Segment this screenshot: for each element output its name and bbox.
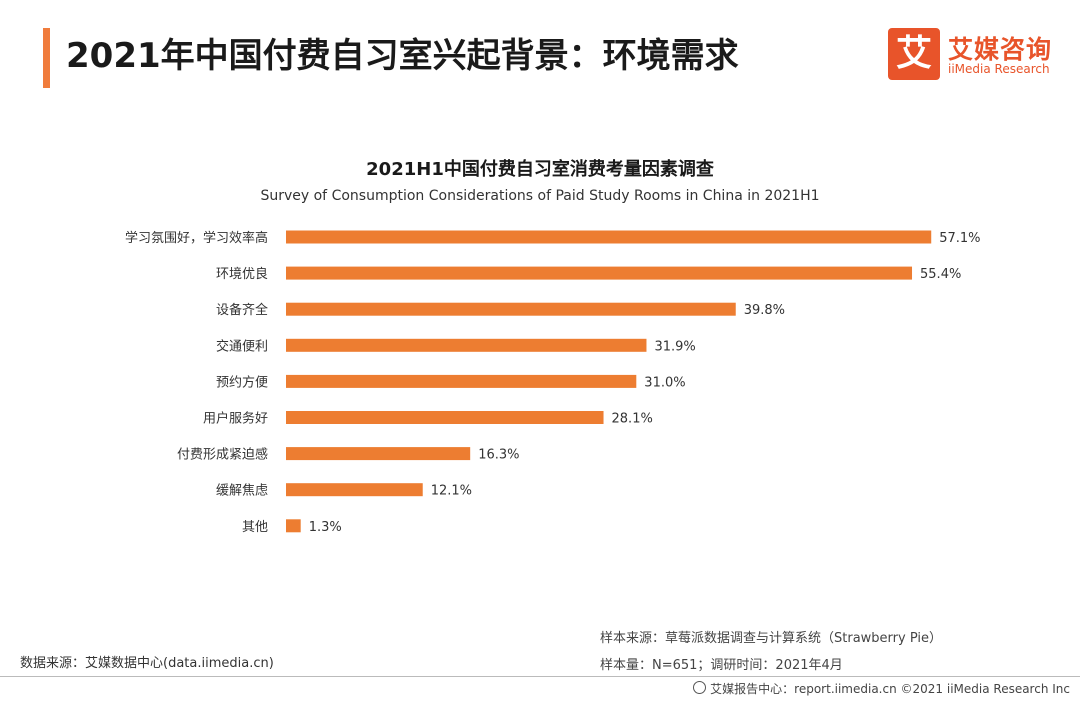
bar-chart: 学习氛围好，学习效率高 57.1% 环境优良 55.4% 设备齐全 39.8% 交通便利 31… xyxy=(125,230,981,535)
sample-info: 样本量：N=651；调研时间：2021年4月 xyxy=(600,658,843,673)
chart-title: 2021H1中国付费自习室消费考量因素调查 xyxy=(366,159,714,180)
bar xyxy=(286,519,301,533)
bar xyxy=(286,266,913,280)
bar xyxy=(286,338,647,352)
category-label: 用户服务好 xyxy=(203,411,268,427)
bar xyxy=(286,411,604,424)
value-label: 16.3% xyxy=(478,448,519,463)
value-label: 39.8% xyxy=(744,303,785,318)
footer-divider xyxy=(0,676,1080,677)
category-label: 付费形成紧迫感 xyxy=(177,447,268,463)
value-label: 28.1% xyxy=(612,412,653,427)
page-title: 2021年中国付费自习室兴起背景：环境需求 xyxy=(66,36,739,76)
category-label: 缓解焦虑 xyxy=(216,484,268,499)
category-label: 其他 xyxy=(242,520,268,535)
category-label: 设备齐全 xyxy=(216,302,268,318)
bar xyxy=(286,302,736,316)
bar xyxy=(286,230,932,244)
value-label: 1.3% xyxy=(309,520,342,535)
category-label: 交通便利 xyxy=(216,338,268,354)
category-label: 环境优良 xyxy=(216,266,268,282)
footer-copyright-text: 艾媒报告中心：report.iimedia.cn ©2021 iiMedia R… xyxy=(710,682,1070,696)
sample-source: 样本来源：草莓派数据调查与计算系统（Strawberry Pie） xyxy=(600,631,942,646)
value-label: 55.4% xyxy=(920,267,961,282)
iimedia-logo: 艾 艾媒咨询 iiMedia Research xyxy=(888,28,1068,84)
bar xyxy=(286,447,471,461)
bar xyxy=(286,374,637,388)
chart-subtitle: Survey of Consumption Considerations of … xyxy=(260,188,820,204)
footer-copyright: 艾媒报告中心：report.iimedia.cn ©2021 iiMedia R… xyxy=(693,680,1070,697)
data-source: 数据来源：艾媒数据中心(data.iimedia.cn) xyxy=(20,656,274,671)
globe-icon xyxy=(693,681,707,694)
value-label: 31.0% xyxy=(644,375,685,390)
title-accent-bar xyxy=(43,28,50,88)
value-label: 12.1% xyxy=(431,484,472,499)
logo-name-en: iiMedia Research xyxy=(948,62,1050,76)
bar xyxy=(286,483,423,497)
logo-name-cn: 艾媒咨询 xyxy=(948,35,1053,64)
value-label: 57.1% xyxy=(939,231,980,246)
value-label: 31.9% xyxy=(654,339,695,354)
category-label: 预约方便 xyxy=(216,374,268,390)
category-label: 学习氛围好，学习效率高 xyxy=(125,230,268,246)
logo-mark: 艾 xyxy=(888,28,940,80)
